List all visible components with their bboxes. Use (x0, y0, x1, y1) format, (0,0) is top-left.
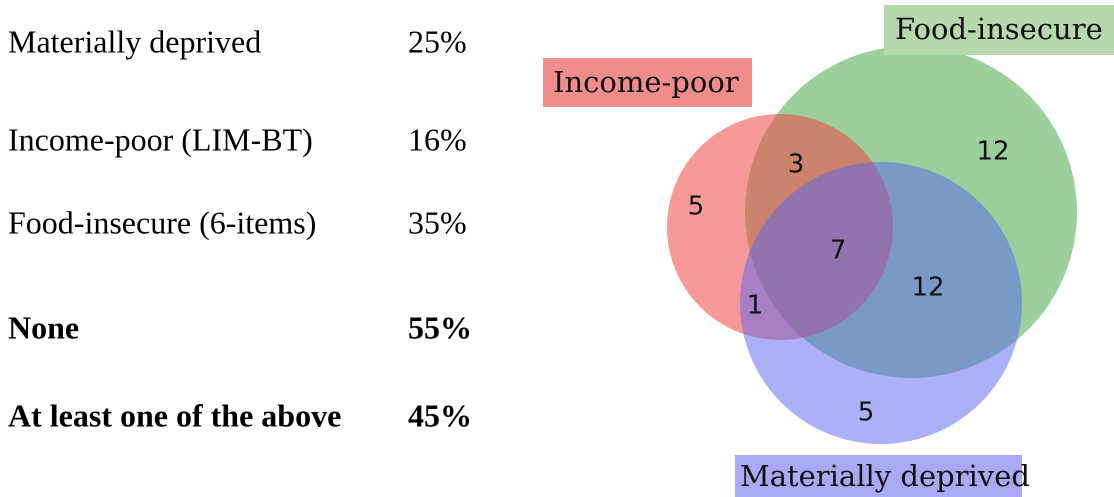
row-label: Materially deprived (8, 23, 261, 59)
row-label: None (8, 309, 79, 345)
region-count: 7 (830, 236, 847, 266)
set-label: Food-insecure (895, 12, 1103, 46)
region-count: 5 (858, 398, 875, 428)
set-label: Materially deprived (740, 459, 1030, 493)
venn-diagram: Income-poor Food-insecure Materially dep… (543, 5, 1114, 497)
region-count: 12 (976, 137, 1009, 167)
set-label: Income-poor (553, 65, 739, 99)
row-value: 25% (408, 23, 467, 59)
row-value: 35% (408, 204, 467, 240)
row-value: 45% (408, 397, 472, 433)
summary-table: Materially deprived 25% Income-poor (LIM… (8, 23, 472, 433)
row-label: Income-poor (LIM-BT) (8, 121, 313, 157)
region-count: 12 (911, 273, 944, 303)
row-value: 16% (408, 121, 467, 157)
materially-deprived-circle (740, 162, 1022, 444)
set-label-box (543, 58, 752, 107)
region-count: 5 (688, 192, 705, 222)
row-label: At least one of the above (8, 397, 341, 433)
set-label-box (884, 5, 1114, 55)
row-value: 55% (408, 309, 472, 345)
region-count: 3 (788, 150, 805, 180)
row-label: Food-insecure (6-items) (8, 204, 316, 240)
set-label-box (735, 455, 1022, 497)
region-count: 1 (747, 291, 764, 321)
